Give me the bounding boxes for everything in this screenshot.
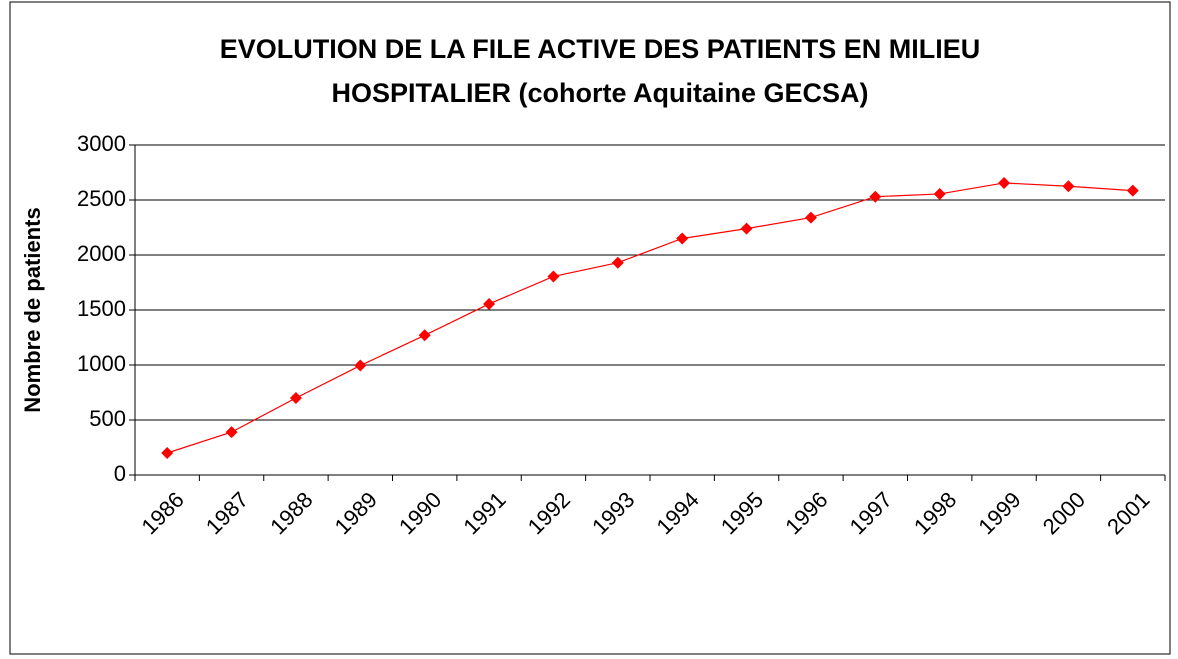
- data-point: [161, 447, 174, 459]
- y-tick-label: 1000: [77, 351, 126, 376]
- data-point: [289, 392, 302, 404]
- y-tick-label: 500: [89, 406, 126, 431]
- data-point: [676, 232, 689, 245]
- y-tick-label: 3000: [77, 131, 126, 156]
- data-point: [354, 359, 367, 372]
- chart-title: EVOLUTION DE LA FILE ACTIVE DES PATIENTS…: [220, 34, 981, 64]
- data-point: [225, 426, 238, 439]
- chart-border: [9, 1, 1171, 655]
- data-point: [933, 187, 946, 200]
- data-point: [1062, 180, 1075, 193]
- data-point: [1126, 184, 1139, 197]
- data-point: [547, 270, 560, 283]
- data-point: [869, 190, 882, 203]
- data-point: [483, 297, 496, 310]
- data-point: [804, 211, 817, 224]
- data-point: [611, 256, 624, 269]
- y-axis-label: Nombre de patients: [20, 207, 45, 412]
- y-tick-label: 2000: [77, 241, 126, 266]
- y-tick-label: 2500: [77, 186, 126, 211]
- series-line: [167, 182, 1133, 454]
- chart-title: HOSPITALIER (cohorte Aquitaine GECSA): [331, 78, 868, 108]
- data-point: [418, 329, 431, 342]
- y-tick-label: 0: [114, 461, 126, 486]
- y-tick-label: 1500: [77, 296, 126, 321]
- data-point: [740, 222, 753, 235]
- data-point: [998, 176, 1011, 189]
